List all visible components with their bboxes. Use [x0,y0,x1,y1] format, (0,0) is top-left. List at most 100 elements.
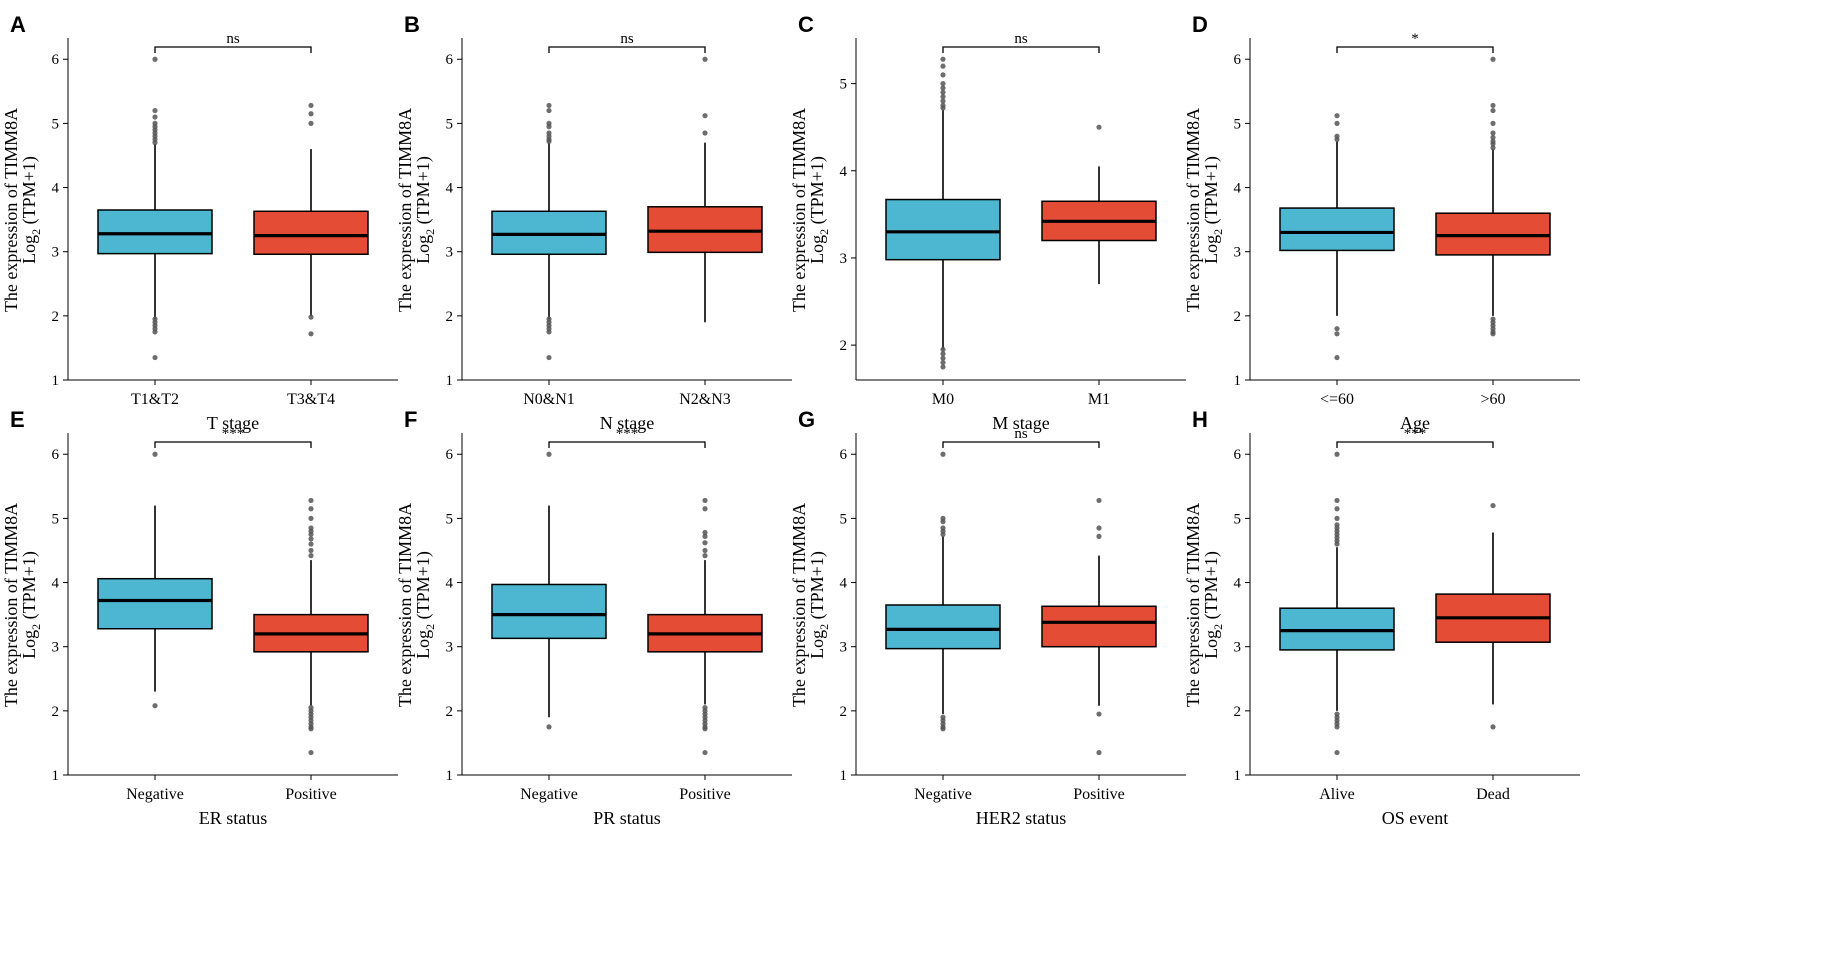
y-tick-label: 3 [1234,640,1242,656]
panel-c-group-1-outlier [940,346,946,353]
panel-e-group-1-box [97,577,213,630]
y-tick-label: 5 [446,116,454,132]
panel-c-group-2-category-label: M1 [1088,391,1110,408]
significance-label: ns [1014,426,1028,442]
panel-c-group-1-outlier [940,105,946,111]
y-tick-label: 5 [1234,116,1242,132]
y-title-log: Log [19,235,39,264]
panel-f-group-1-outlier [546,724,552,730]
y-title-subscript: 2 [423,229,437,235]
panel-a-group-2-outlier [308,102,314,109]
y-tick-label: 4 [840,164,848,180]
y-title-unit: (TPM+1) [1201,551,1222,624]
panel-b-group-1-outlier [546,354,552,361]
y-title-unit: (TPM+1) [1201,156,1222,229]
panel-a-group-2-outlier [308,120,314,126]
y-tick-label: 2 [446,309,454,325]
y-title-subscript: 2 [1211,229,1225,235]
panel-b-group-2-box [647,206,763,254]
y-title-log: Log [807,630,827,659]
panel-g-group-2-category-label: Positive [1073,786,1125,803]
panel-a-group-2-category-label: T3&T4 [287,391,335,408]
panel-a-group-2-outlier [308,111,314,117]
panel-e-group-2-outlier [308,515,314,521]
panel-a-group-2-outlier [308,331,314,337]
panel-f-group-2-outlier [702,529,708,536]
panel-f-group-2-outlier [702,506,708,512]
y-axis-title-line2: Log2 (TPM+1) [1201,156,1225,264]
panel-c-group-2-outlier [1096,124,1102,130]
y-tick-label: 5 [840,511,848,527]
panel-a-group-2-box [253,210,369,256]
panel-d-group-1-outlier [1334,136,1340,143]
significance-bracket [1336,46,1494,53]
panel-e-group-2-outlier [308,506,314,512]
panel-f-group-2-outlier [702,726,708,732]
significance-bracket [1336,441,1494,448]
panel-d-group-1-box [1279,207,1395,252]
panel-h-group-2-outlier [1490,724,1496,730]
y-title-unit: (TPM+1) [19,156,40,229]
panel-c-group-1-outlier [940,80,946,87]
y-tick-label: 2 [840,704,848,720]
y-axis-title-line1: The expression of TIMM8A [395,503,415,707]
y-title-log: Log [413,235,433,264]
y-axis-title-line2: Log2 (TPM+1) [19,156,43,264]
y-title-log: Log [1201,235,1221,264]
panel-d-group-1-outlier [1334,331,1340,337]
y-tick-label: 1 [52,768,60,784]
y-tick-label: 6 [446,447,454,463]
panel-b-group-2-outlier [702,130,708,136]
panel-d-group-1-outlier [1334,354,1340,361]
significance-label: *** [1404,426,1427,442]
significance-bracket [942,46,1100,53]
panel-e-group-2-outlier [308,749,314,756]
y-title-subscript: 2 [817,624,831,630]
panel-e-group-2-outlier [308,726,314,732]
panel-h-group-1-outlier [1334,515,1340,521]
panel-d-group-1-category-label: <=60 [1320,391,1354,408]
panel-a-group-1-outlier [152,107,158,114]
panel-letter: D [1192,12,1208,37]
y-tick-label: 5 [840,77,848,93]
panel-f-group-2-outlier [702,547,708,554]
panel-d-group-2-outlier [1490,145,1496,151]
y-title-unit: (TPM+1) [807,551,828,624]
y-tick-label: 2 [1234,704,1242,720]
panel-d-group-2-outlier [1490,120,1496,126]
panel-e-group-2-outlier [308,531,314,538]
panel-e-group-2-outlier [308,536,314,542]
y-title-log: Log [19,630,39,659]
y-tick-label: 5 [52,116,60,132]
y-tick-label: 5 [446,511,454,527]
panel-g-group-2-outlier [1096,749,1102,756]
y-tick-label: 6 [840,447,848,463]
panel-g-group-2-outlier [1096,711,1102,717]
panel-letter: H [1192,407,1208,432]
panel-e-group-2-outlier [308,547,314,554]
y-tick-label: 3 [52,245,60,261]
panel-c-group-1-outlier [940,72,946,78]
panel-c-group-1-outlier [940,85,946,91]
y-tick-label: 4 [840,576,848,592]
y-title-log: Log [807,235,827,264]
significance-bracket [942,441,1100,448]
panel-h-group-1-category-label: Alive [1319,786,1355,803]
y-tick-label: 2 [52,309,60,325]
panel-c-group-1-outlier [940,364,946,370]
panel-d-group-2-outlier [1490,134,1496,141]
y-tick-label: 2 [52,704,60,720]
panel-letter: F [404,407,417,432]
y-title-log: Log [1201,630,1221,659]
panel-a-group-1-box [97,209,213,255]
significance-bracket [154,46,312,53]
y-axis-title-line1: The expression of TIMM8A [1183,503,1203,707]
significance-bracket [548,46,706,53]
y-tick-label: 4 [446,181,454,197]
significance-label: ns [226,31,240,47]
panel-letter: A [10,12,26,37]
